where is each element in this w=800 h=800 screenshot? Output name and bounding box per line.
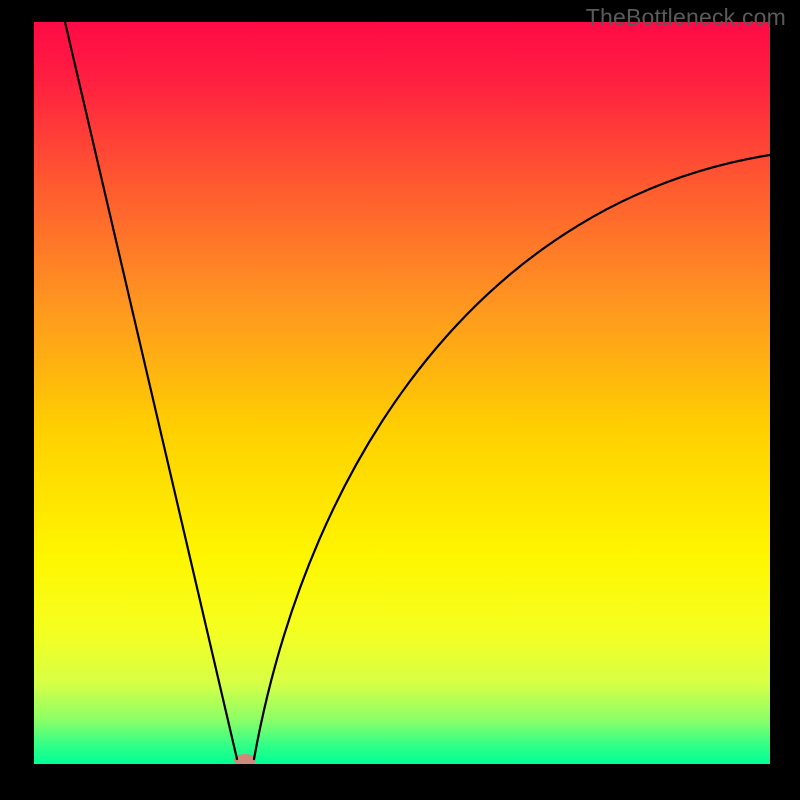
- frame-bottom: [0, 764, 800, 800]
- bottleneck-chart: [0, 0, 800, 800]
- chart-stage: TheBottleneck.com: [0, 0, 800, 800]
- frame-right: [770, 0, 800, 800]
- frame-top: [0, 0, 800, 22]
- frame-left: [0, 0, 34, 800]
